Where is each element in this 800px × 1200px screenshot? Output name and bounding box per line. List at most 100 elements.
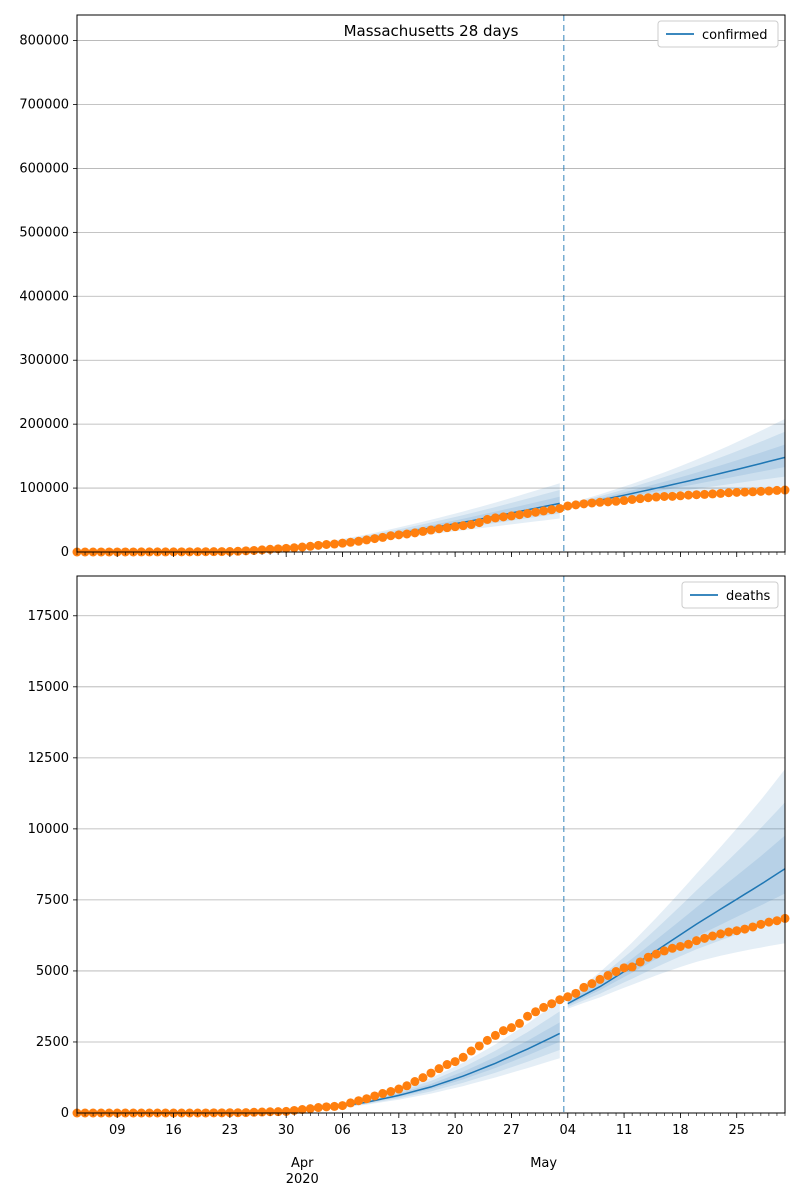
y-tick-label: 15000 — [28, 680, 69, 695]
observed-point — [305, 541, 315, 551]
uncertainty-band — [77, 483, 560, 552]
observed-point — [362, 1094, 372, 1104]
uncertainty-band — [567, 418, 785, 509]
observed-point — [748, 922, 758, 932]
y-tick-label: 300000 — [19, 353, 69, 368]
observed-point — [273, 1107, 283, 1117]
observed-point — [402, 529, 412, 539]
y-tick-label: 5000 — [36, 964, 69, 979]
x-month-label: Apr — [291, 1156, 314, 1171]
observed-point — [675, 491, 685, 501]
observed-point — [490, 1030, 500, 1040]
observed-point — [394, 1084, 404, 1094]
observed-point — [659, 946, 669, 956]
observed-point — [370, 1091, 380, 1101]
observed-point — [418, 1073, 428, 1083]
observed-point — [531, 1007, 541, 1017]
y-tick-label: 17500 — [28, 609, 69, 624]
observed-point — [523, 1011, 533, 1021]
x-tick-label: 30 — [278, 1123, 295, 1138]
observed-point — [603, 970, 613, 980]
legend-label: deaths — [726, 589, 771, 604]
observed-point — [313, 540, 323, 550]
observed-point — [547, 505, 557, 515]
observed-point — [498, 1026, 508, 1036]
observed-point — [555, 503, 565, 513]
y-tick-label: 12500 — [28, 751, 69, 766]
observed-point — [667, 943, 677, 953]
observed-point — [482, 514, 492, 524]
observed-point — [394, 530, 404, 540]
observed-point — [659, 491, 669, 501]
observed-point — [346, 537, 356, 547]
x-tick-label: 23 — [222, 1123, 239, 1138]
observed-point — [297, 1105, 307, 1115]
observed-point — [683, 490, 693, 500]
observed-point — [386, 531, 396, 541]
legend-label: confirmed — [702, 28, 768, 43]
observed-point — [772, 916, 782, 926]
uncertainty-band — [567, 769, 785, 1009]
observed-point — [756, 486, 766, 496]
observed-point — [466, 1046, 476, 1056]
observed-point — [241, 546, 251, 556]
observed-point — [466, 520, 476, 530]
x-tick-label: 13 — [391, 1123, 408, 1138]
observed-point — [700, 933, 710, 943]
observed-point — [474, 518, 484, 528]
observed-point — [402, 1081, 412, 1091]
x-tick-label: 04 — [559, 1123, 576, 1138]
observed-point — [611, 967, 621, 977]
observed-point — [772, 485, 782, 495]
observed-point — [338, 538, 347, 548]
observed-point — [370, 534, 380, 544]
y-tick-label: 2500 — [36, 1035, 69, 1050]
observed-point — [732, 926, 742, 936]
legend-box — [681, 581, 779, 609]
x-tick-label: 20 — [447, 1123, 464, 1138]
observed-point — [410, 528, 420, 538]
observed-point — [716, 929, 726, 939]
observed-point — [410, 1077, 420, 1087]
observed-point — [531, 507, 541, 517]
observed-point — [555, 995, 565, 1005]
legend: confirmed — [657, 20, 779, 48]
observed-point — [700, 489, 710, 499]
y-tick-label: 800000 — [19, 34, 69, 49]
y-tick-label: 100000 — [19, 481, 69, 496]
observed-point — [619, 963, 629, 973]
x-tick-label: 18 — [672, 1123, 689, 1138]
y-tick-label: 10000 — [28, 822, 69, 837]
observed-point — [506, 511, 516, 521]
observed-point — [724, 488, 734, 498]
observed-point — [426, 525, 436, 535]
observed-point — [273, 544, 283, 554]
observed-point — [354, 536, 364, 546]
observed-point — [571, 500, 581, 510]
observed-point — [257, 1107, 267, 1117]
observed-point — [740, 924, 750, 934]
observed-point — [627, 494, 637, 504]
observed-point — [378, 532, 388, 542]
observed-point — [482, 1035, 492, 1045]
observed-point — [458, 1052, 468, 1062]
observed-point — [603, 497, 613, 507]
observed-point — [450, 522, 460, 532]
observed-point — [708, 931, 718, 941]
observed-point — [539, 1002, 549, 1012]
panel-deaths: 0 2500 5000 7500 10000 12500 15000 17500 deaths 0… — [28, 575, 790, 1187]
forecast-line — [567, 868, 786, 1005]
observed-point — [354, 1096, 364, 1106]
observed-point — [458, 521, 468, 531]
x-tick-label: 27 — [503, 1123, 520, 1138]
observed-point — [346, 1098, 356, 1108]
observed-point — [515, 510, 524, 520]
observed-point — [515, 1018, 524, 1028]
observed-point — [692, 490, 701, 500]
observed-point — [635, 957, 645, 967]
observed-point — [611, 496, 621, 506]
observed-point — [329, 539, 339, 549]
legend-box — [657, 20, 779, 48]
observed-point — [329, 1101, 339, 1111]
observed-point — [595, 974, 605, 984]
